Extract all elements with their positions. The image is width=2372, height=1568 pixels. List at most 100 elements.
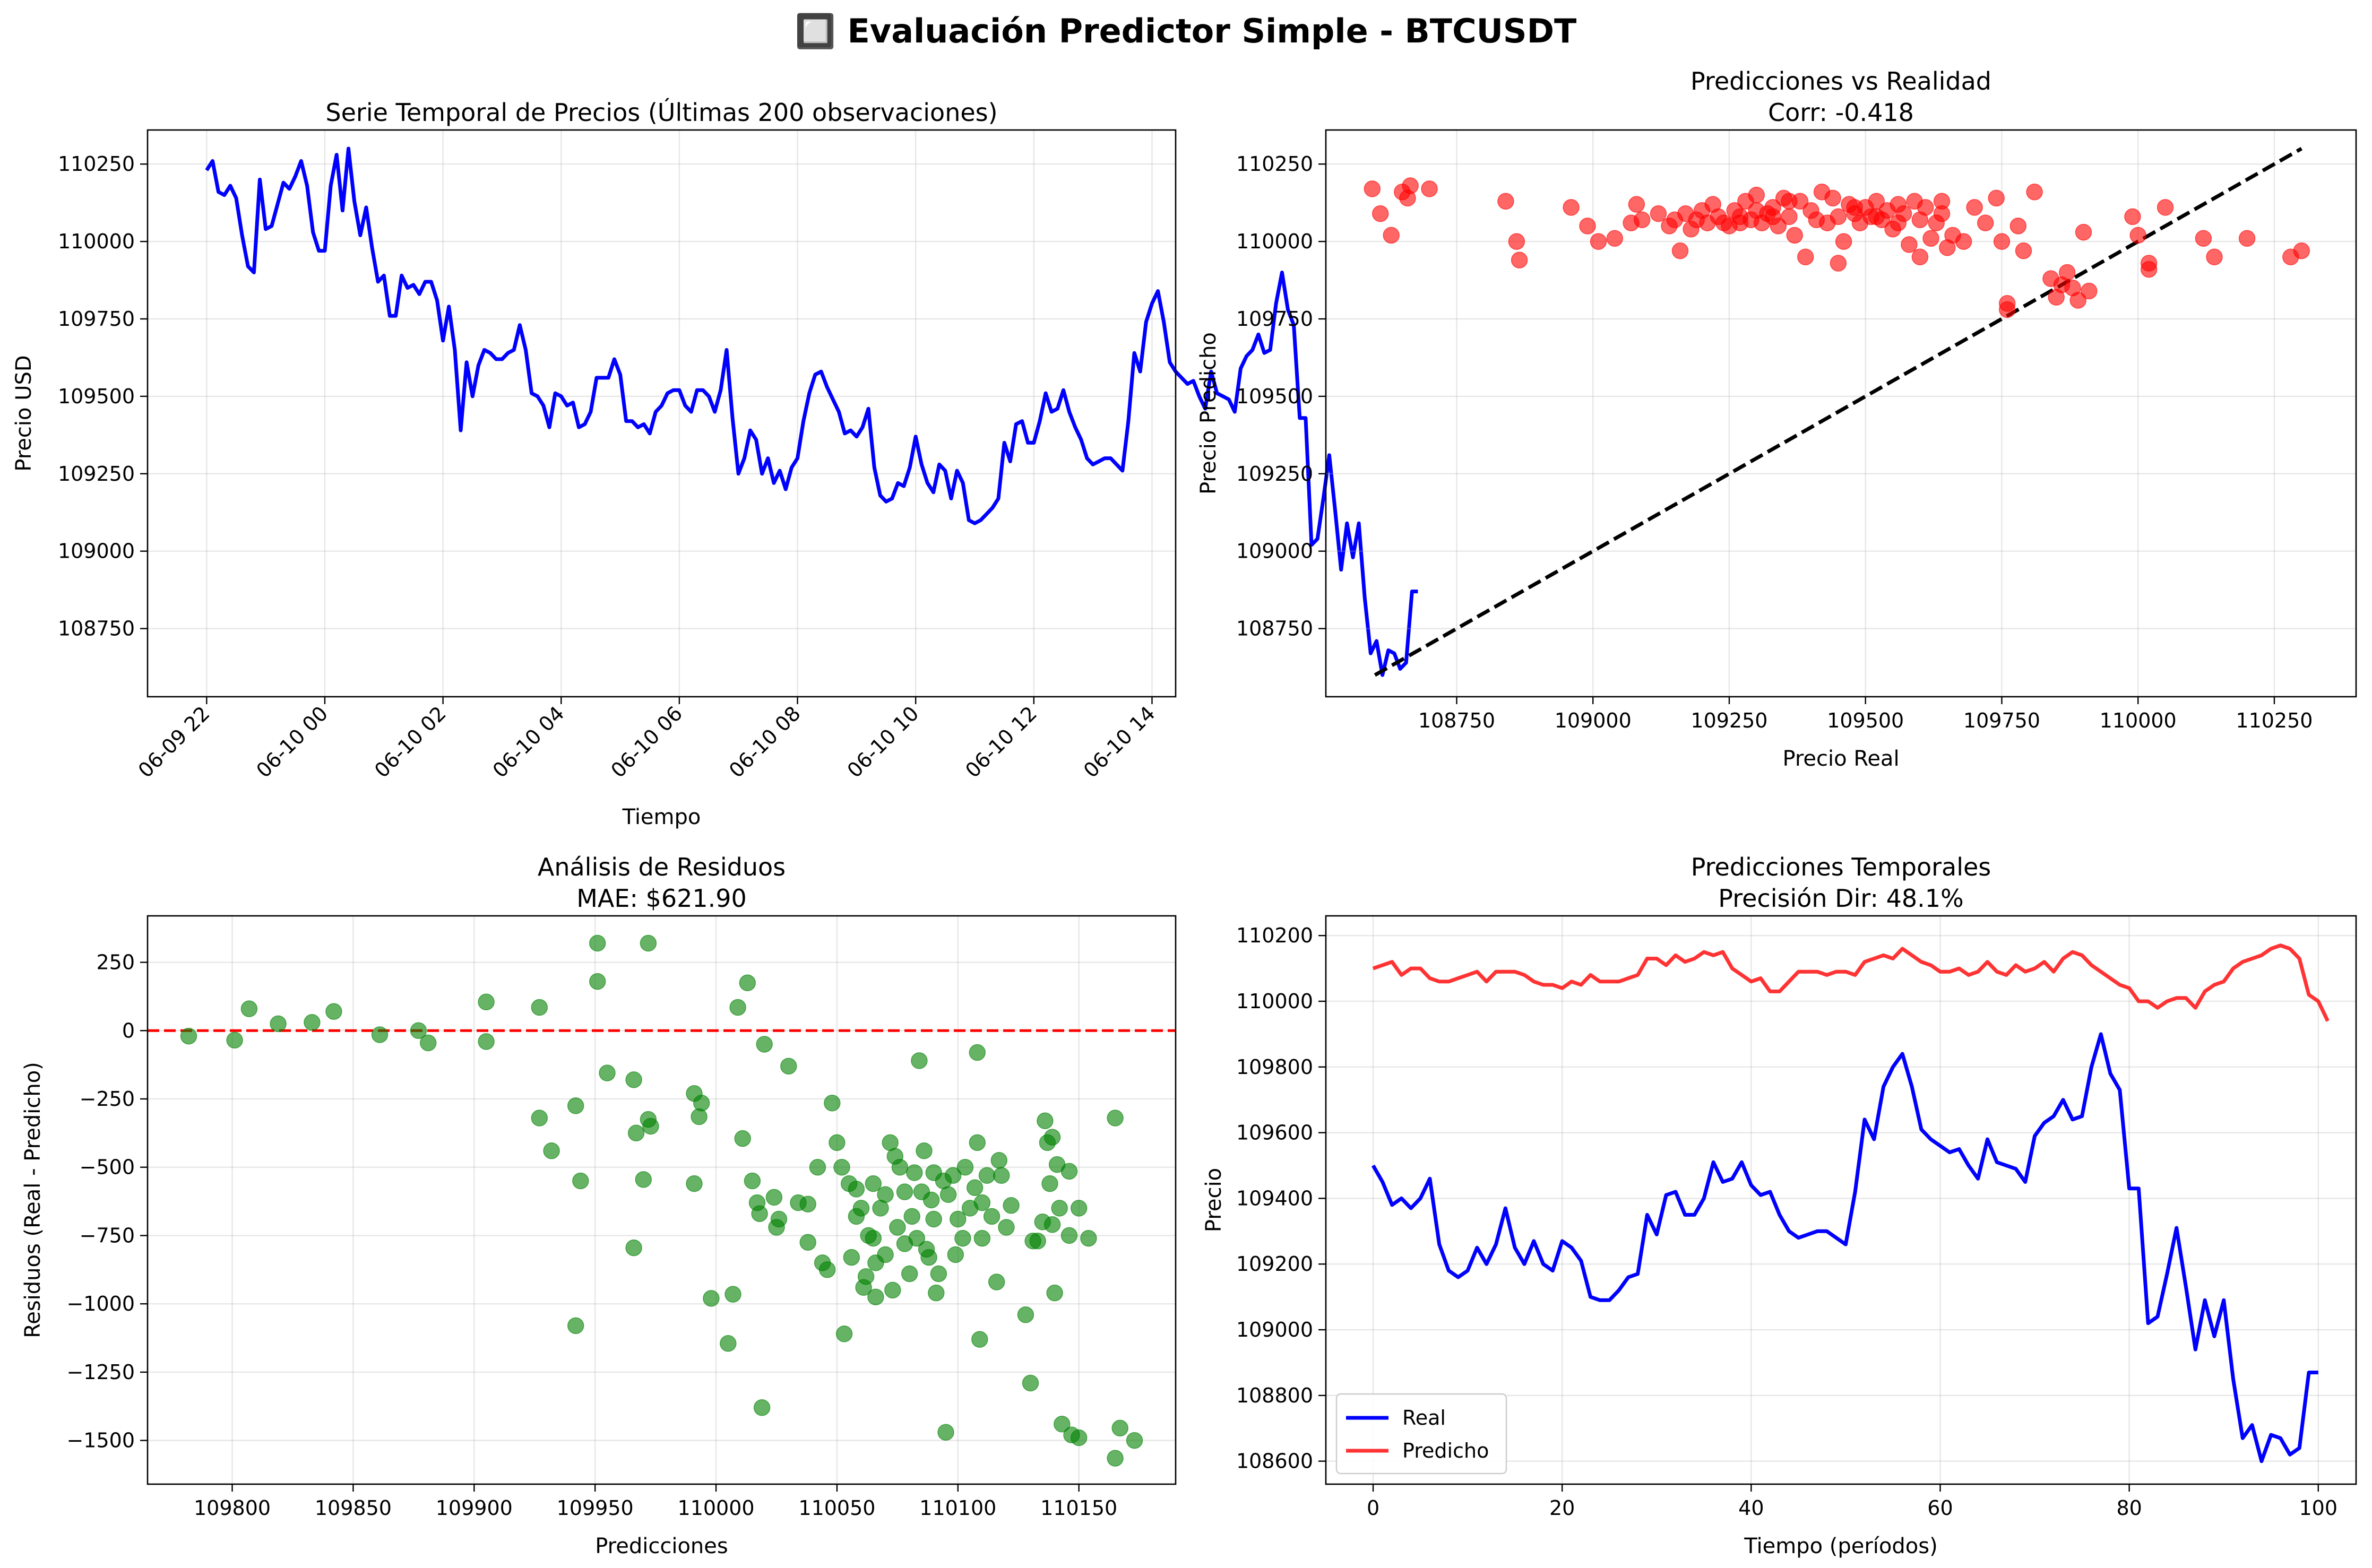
scatter-point xyxy=(729,999,746,1016)
scatter-point xyxy=(903,1208,920,1225)
scatter-point xyxy=(1890,214,1907,231)
scatter-point xyxy=(478,993,495,1010)
scatter-point xyxy=(589,934,606,952)
scatter-point xyxy=(2238,230,2256,247)
scatter-point xyxy=(567,1317,584,1335)
y-tick-label: 110250 xyxy=(58,152,135,176)
axes-frame xyxy=(146,915,1177,1485)
scatter-point xyxy=(1955,233,1972,250)
scatter-point xyxy=(2140,261,2158,278)
x-tick-label: 60 xyxy=(1927,1496,1953,1520)
scatter-point xyxy=(2026,183,2043,201)
scatter-point xyxy=(833,1158,850,1176)
scatter-point xyxy=(2058,264,2076,281)
legend-box xyxy=(1335,1393,1507,1475)
scatter-point xyxy=(691,1108,708,1125)
scatter-point xyxy=(1998,301,2016,318)
scatter-point xyxy=(983,1208,1000,1225)
x-tick-label: 109250 xyxy=(1690,709,1767,732)
scatter-point xyxy=(937,1424,954,1441)
scatter-point xyxy=(325,1003,342,1020)
scatter-point xyxy=(2293,242,2310,259)
y-tick-label: 110000 xyxy=(58,230,135,253)
scatter-point xyxy=(1993,233,2011,250)
scatter-point xyxy=(765,1189,783,1206)
scatter-point xyxy=(896,1183,913,1200)
scatter-point xyxy=(2081,282,2098,300)
scatter-point xyxy=(971,1331,988,1348)
x-tick-label: 100 xyxy=(2299,1496,2338,1520)
scatter-point xyxy=(954,1229,971,1247)
scatter-point xyxy=(240,1000,258,1017)
scatter-point xyxy=(625,1239,642,1257)
scatter-point xyxy=(599,1064,616,1081)
scatter-point xyxy=(857,1268,875,1285)
scatter-point xyxy=(625,1071,642,1088)
y-tick-label: 109400 xyxy=(1236,1186,1313,1210)
y-tick-label: 109250 xyxy=(58,462,135,486)
y-tick-label: 110000 xyxy=(1236,230,1313,253)
y-tick-label: 110200 xyxy=(1236,924,1313,947)
scatter-point xyxy=(944,1167,962,1184)
scatter-point xyxy=(993,1167,1010,1184)
scatter-point xyxy=(744,1172,761,1190)
scatter-point xyxy=(1003,1197,1020,1214)
y-tick-label: 250 xyxy=(96,951,135,974)
scatter-point xyxy=(1060,1163,1078,1180)
scatter-point xyxy=(1966,199,1983,216)
scatter-point xyxy=(1070,1429,1088,1446)
x-tick-label: 0 xyxy=(1367,1496,1379,1520)
y-axis-label: Precio USD xyxy=(12,355,36,471)
scatter-point xyxy=(1781,208,1798,226)
scatter-point xyxy=(1977,214,1994,231)
y-tick-label: 108800 xyxy=(1236,1384,1313,1407)
scatter-point xyxy=(1043,1129,1061,1146)
y-tick-label: 109750 xyxy=(58,307,135,331)
scatter-point xyxy=(1731,214,1749,231)
scatter-point xyxy=(1421,180,1438,197)
scatter-point xyxy=(848,1181,865,1198)
axes-frame xyxy=(146,129,1177,698)
scatter-point xyxy=(1748,186,1765,204)
scatter-point xyxy=(1917,199,1934,216)
chart-temporal-predictions: Predicciones Temporales Precisión Dir: 48… xyxy=(1202,853,2357,1558)
axes-frame xyxy=(1325,129,2357,698)
scatter-point xyxy=(973,1229,991,1247)
y-tick-label: 0 xyxy=(122,1019,135,1042)
axes-frame xyxy=(1325,915,2357,1485)
scatter-point xyxy=(1111,1419,1128,1437)
scatter-point xyxy=(988,1274,1005,1290)
scatter-point xyxy=(1511,252,1528,268)
y-tick-label: −250 xyxy=(80,1087,135,1111)
scatter-point xyxy=(1628,196,1645,213)
scatter-point xyxy=(2009,218,2027,235)
scatter-point xyxy=(939,1186,957,1203)
y-tick-label: −1000 xyxy=(66,1292,135,1315)
scatter-point xyxy=(998,1219,1015,1236)
y-axis-label: Precio xyxy=(1202,1168,1226,1232)
scatter-point xyxy=(889,1219,906,1236)
scatter-point xyxy=(780,1058,797,1075)
legend-label: Real xyxy=(1402,1406,1446,1430)
ideal-prediction-line xyxy=(1374,146,2303,677)
scatter-point xyxy=(371,1026,389,1043)
scatter-point xyxy=(589,973,606,990)
scatter-point xyxy=(990,1152,1008,1169)
scatter-point xyxy=(567,1097,584,1114)
x-tick-label: 80 xyxy=(2116,1496,2142,1520)
scatter-point xyxy=(969,1044,986,1061)
y-tick-label: 108750 xyxy=(1236,617,1313,640)
scatter-point xyxy=(768,1219,785,1236)
scatter-point xyxy=(693,1094,710,1112)
y-tick-label: 109800 xyxy=(1236,1055,1313,1079)
y-tick-label: −1250 xyxy=(66,1361,135,1384)
series-line xyxy=(205,146,1418,677)
scatter-point xyxy=(1043,1216,1061,1233)
scatter-point xyxy=(180,1027,197,1045)
scatter-point xyxy=(1868,208,1885,226)
scatter-point xyxy=(1508,233,1525,250)
chart-title: Precisión Dir: 48.1% xyxy=(1718,884,1963,913)
chart-title: Corr: -0.418 xyxy=(1768,98,1914,127)
